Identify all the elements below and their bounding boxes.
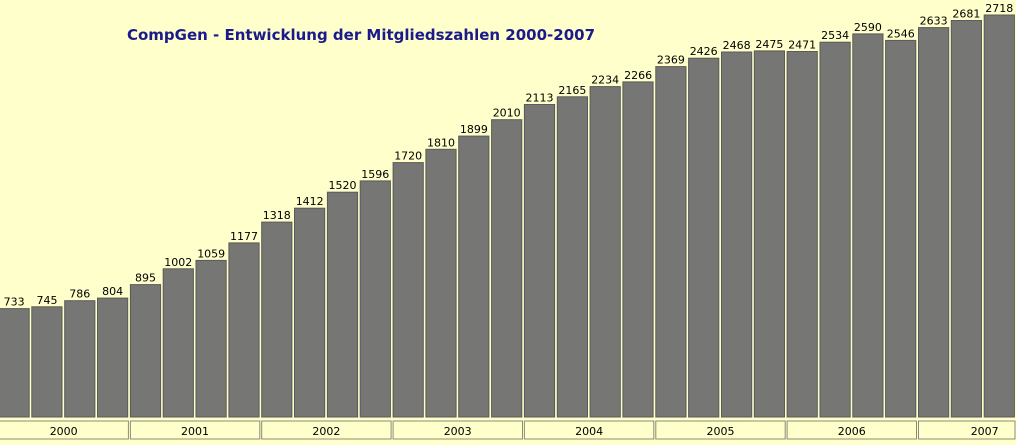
- year-box: [523, 420, 655, 440]
- bar: [753, 50, 785, 418]
- year-label: 2000: [50, 425, 78, 438]
- bar-value-label: 786: [69, 288, 90, 301]
- bar: [688, 57, 720, 418]
- bar: [0, 308, 30, 418]
- bar-value-label: 895: [135, 272, 156, 285]
- year-box: [786, 420, 917, 440]
- bar-value-label: 2718: [985, 2, 1013, 15]
- year-axis: 2000 2001 2002 2003 2004 2005 2006 2007: [0, 420, 1016, 440]
- bar: [721, 51, 753, 418]
- bar: [425, 148, 457, 418]
- bar-value-label: 2681: [952, 8, 980, 21]
- bar: [819, 41, 851, 418]
- year-label: 2001: [181, 425, 209, 438]
- year-box: [0, 420, 129, 440]
- bar-value-label: 2471: [788, 39, 816, 52]
- bar: [195, 259, 227, 418]
- bar: [523, 104, 556, 418]
- chart-title: CompGen - Entwicklung der Mitgliedszahle…: [127, 26, 595, 44]
- year-label: 2003: [444, 425, 472, 438]
- bar-value-label: 733: [4, 296, 25, 309]
- bar: [458, 135, 490, 418]
- bar-value-label: 2266: [624, 69, 652, 82]
- bar-value-label: 1002: [164, 256, 192, 269]
- year-box: [129, 420, 261, 440]
- bar-value-label: 1899: [460, 123, 488, 136]
- bar-value-label: 745: [37, 294, 58, 307]
- bar: [589, 86, 621, 418]
- bar: [326, 191, 359, 418]
- bar: [228, 242, 260, 418]
- bar-value-label: 2426: [690, 45, 718, 58]
- bar: [852, 33, 884, 418]
- bar-value-label: 2546: [887, 27, 915, 40]
- bar-value-label: 2633: [920, 15, 948, 28]
- year-box: [392, 420, 523, 440]
- year-label: 2004: [575, 425, 603, 438]
- bar-value-label: 2475: [755, 38, 783, 51]
- bar-value-label: 2010: [493, 107, 521, 120]
- bar-value-label: 2468: [723, 39, 751, 52]
- year-label: 2005: [707, 425, 735, 438]
- year-box: [918, 420, 1016, 440]
- bar: [129, 284, 162, 418]
- bar: [556, 96, 588, 418]
- bar: [918, 27, 950, 418]
- bar: [64, 300, 96, 418]
- bar-value-label: 804: [102, 285, 123, 298]
- bar: [622, 81, 654, 418]
- bar: [392, 162, 424, 418]
- bar: [97, 297, 129, 418]
- bar-value-label: 1412: [296, 195, 324, 208]
- bar: [950, 20, 982, 418]
- bar-value-label: 2165: [558, 84, 586, 97]
- bar: [162, 268, 194, 418]
- bar: [885, 39, 917, 418]
- bar: [983, 14, 1015, 418]
- bar: [359, 180, 391, 418]
- bar: [655, 66, 687, 418]
- bar: [294, 207, 326, 418]
- bar: [261, 221, 293, 418]
- bar-value-label: 1520: [329, 179, 357, 192]
- bar-value-label: 1318: [263, 209, 291, 222]
- bar-value-label: 1810: [427, 136, 455, 149]
- year-box: [261, 420, 392, 440]
- bar-value-label: 1596: [361, 168, 389, 181]
- bar-value-label: 1177: [230, 230, 258, 243]
- bar: [786, 51, 818, 418]
- year-label: 2007: [971, 425, 999, 438]
- bar-value-label: 2369: [657, 54, 685, 67]
- bar-value-label: 2113: [526, 92, 554, 105]
- bar-value-label: 1720: [394, 150, 422, 163]
- year-label: 2002: [312, 425, 340, 438]
- bar-value-label: 2590: [854, 21, 882, 34]
- bar: [491, 119, 523, 418]
- year-label: 2006: [838, 425, 866, 438]
- bar-value-label: 2534: [821, 29, 849, 42]
- bar-value-label: 2234: [591, 74, 619, 87]
- bar: [31, 306, 63, 418]
- bars-group: [0, 14, 1015, 418]
- value-labels-group: 733 745 786 804 895 1002 1059 1177 1318 1412 1520 1…: [4, 2, 1014, 309]
- bar-value-label: 1059: [197, 247, 225, 260]
- year-box: [655, 420, 786, 440]
